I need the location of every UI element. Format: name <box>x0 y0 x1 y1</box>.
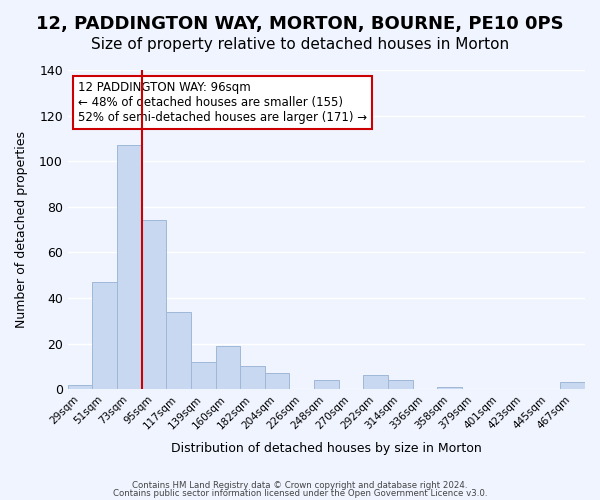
Bar <box>314 380 339 389</box>
Bar <box>166 312 191 389</box>
Bar <box>437 387 462 389</box>
Text: Contains public sector information licensed under the Open Government Licence v3: Contains public sector information licen… <box>113 488 487 498</box>
Bar <box>265 373 289 389</box>
Text: 12, PADDINGTON WAY, MORTON, BOURNE, PE10 0PS: 12, PADDINGTON WAY, MORTON, BOURNE, PE10… <box>36 15 564 33</box>
Bar <box>68 384 92 389</box>
Y-axis label: Number of detached properties: Number of detached properties <box>15 131 28 328</box>
X-axis label: Distribution of detached houses by size in Morton: Distribution of detached houses by size … <box>171 442 482 455</box>
Bar <box>364 376 388 389</box>
Bar <box>92 282 117 389</box>
Bar <box>240 366 265 389</box>
Bar <box>560 382 585 389</box>
Bar <box>215 346 240 389</box>
Text: 12 PADDINGTON WAY: 96sqm
← 48% of detached houses are smaller (155)
52% of semi-: 12 PADDINGTON WAY: 96sqm ← 48% of detach… <box>78 81 367 124</box>
Text: Size of property relative to detached houses in Morton: Size of property relative to detached ho… <box>91 38 509 52</box>
Text: Contains HM Land Registry data © Crown copyright and database right 2024.: Contains HM Land Registry data © Crown c… <box>132 481 468 490</box>
Bar <box>388 380 413 389</box>
Bar <box>142 220 166 389</box>
Bar <box>117 145 142 389</box>
Bar <box>191 362 215 389</box>
